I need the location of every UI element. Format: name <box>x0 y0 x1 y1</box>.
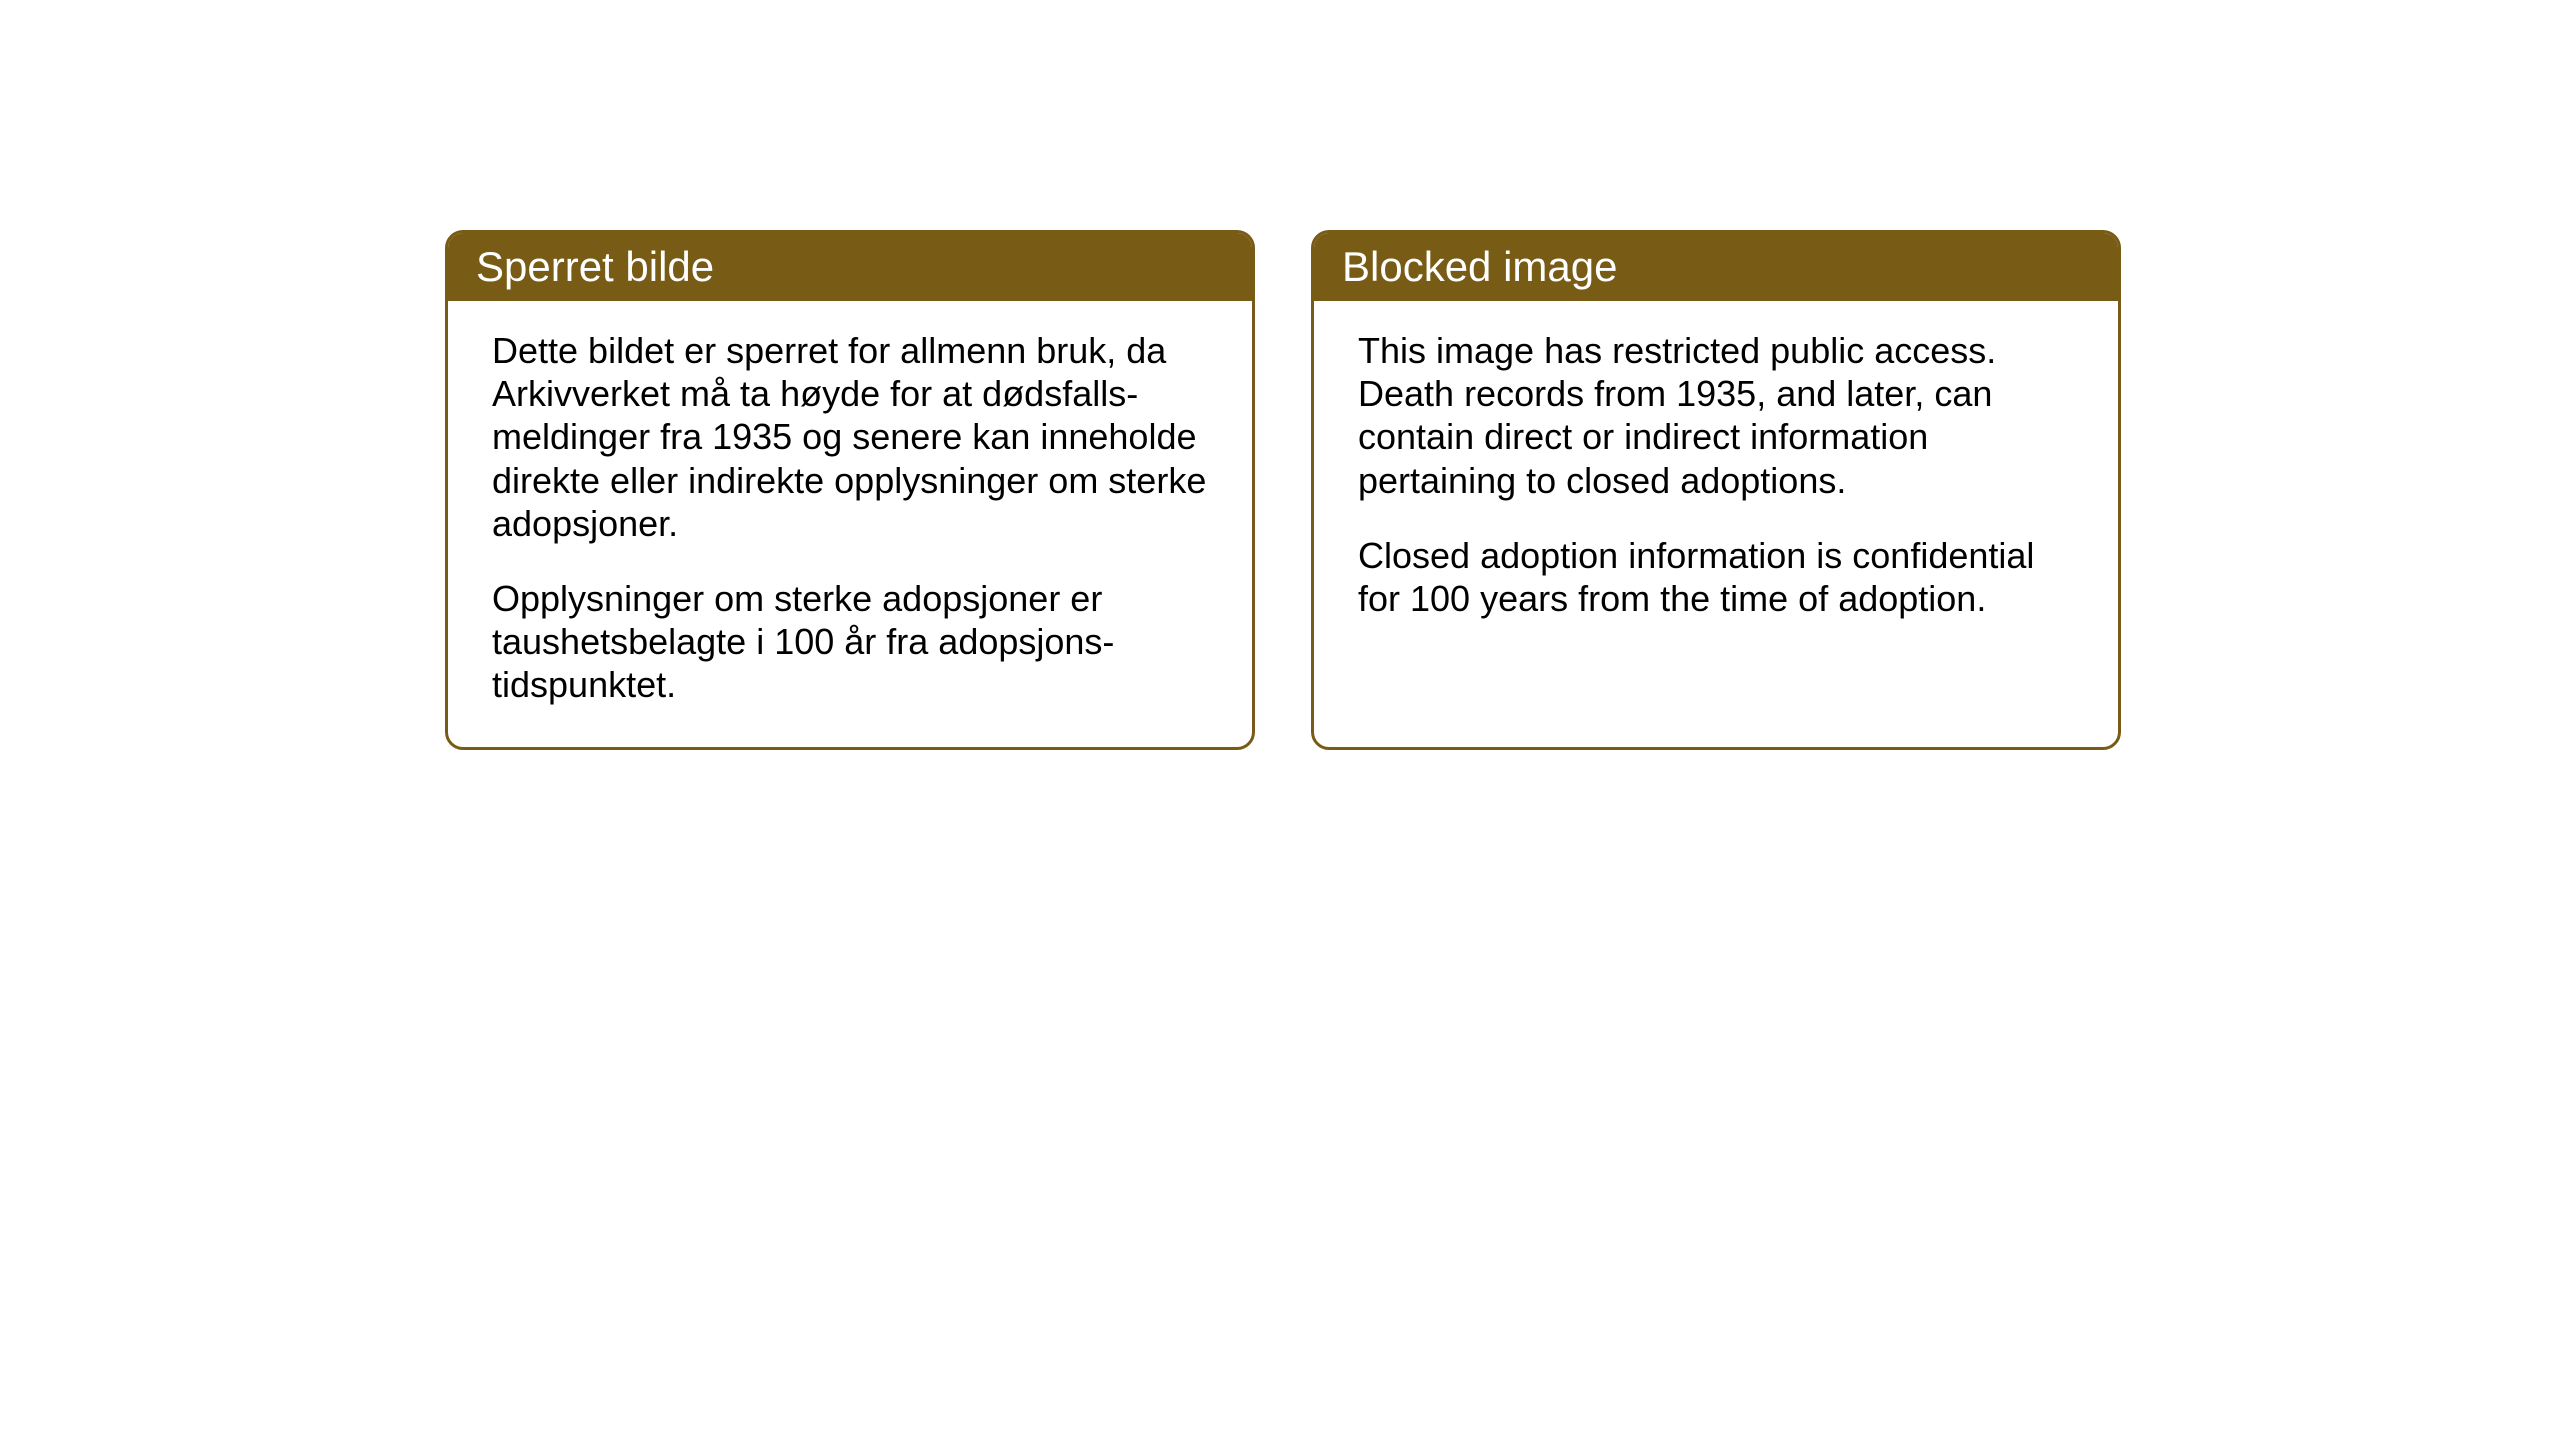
card-title-norwegian: Sperret bilde <box>476 243 714 290</box>
card-paragraph-2-norwegian: Opplysninger om sterke adopsjoner er tau… <box>492 577 1208 707</box>
card-body-english: This image has restricted public access.… <box>1314 301 2118 660</box>
card-body-norwegian: Dette bildet er sperret for allmenn bruk… <box>448 301 1252 747</box>
card-paragraph-1-english: This image has restricted public access.… <box>1358 329 2074 502</box>
card-paragraph-1-norwegian: Dette bildet er sperret for allmenn bruk… <box>492 329 1208 545</box>
notice-card-norwegian: Sperret bilde Dette bildet er sperret fo… <box>445 230 1255 750</box>
notice-card-english: Blocked image This image has restricted … <box>1311 230 2121 750</box>
card-title-english: Blocked image <box>1342 243 1617 290</box>
card-header-norwegian: Sperret bilde <box>448 233 1252 301</box>
notice-cards-container: Sperret bilde Dette bildet er sperret fo… <box>445 230 2121 750</box>
card-paragraph-2-english: Closed adoption information is confident… <box>1358 534 2074 620</box>
card-header-english: Blocked image <box>1314 233 2118 301</box>
